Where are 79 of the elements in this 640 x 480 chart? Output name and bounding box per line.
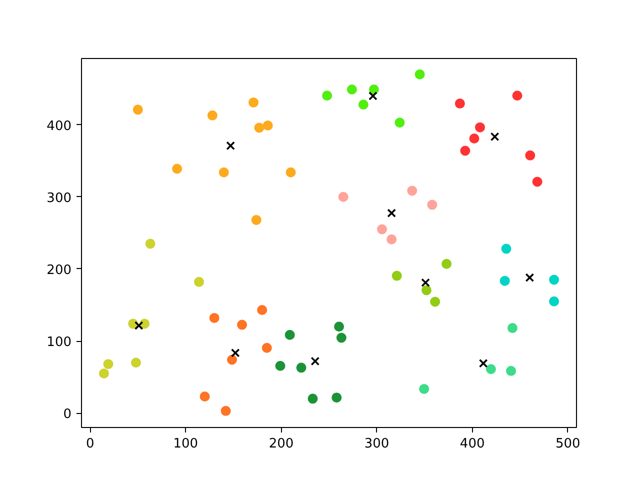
- point: [427, 200, 438, 210]
- point: [478, 358, 488, 368]
- y-tick-label: 400: [46, 118, 72, 134]
- y-tick-label: 200: [46, 262, 72, 278]
- point: [430, 296, 440, 307]
- point: [262, 120, 273, 131]
- point: [500, 276, 510, 286]
- point: [308, 394, 318, 404]
- point: [209, 312, 220, 323]
- point: [549, 296, 560, 306]
- y-tick-label: 100: [46, 335, 72, 350]
- point: [194, 276, 204, 287]
- point: [346, 84, 357, 94]
- point: [368, 84, 379, 94]
- point: [338, 192, 348, 202]
- point: [421, 285, 432, 296]
- point: [132, 104, 143, 115]
- point: [512, 90, 522, 101]
- point: [525, 273, 534, 282]
- point: [532, 176, 542, 187]
- point: [103, 359, 114, 370]
- point: [454, 98, 465, 109]
- point: [407, 186, 418, 196]
- point: [200, 392, 210, 402]
- point: [377, 224, 388, 234]
- point: [419, 384, 430, 394]
- point: [130, 358, 141, 368]
- x-tick-label: 300: [364, 436, 390, 452]
- point: [172, 164, 182, 174]
- point: [358, 100, 368, 110]
- point: [490, 132, 500, 142]
- x-tick-label: 0: [86, 436, 94, 452]
- point: [421, 278, 430, 288]
- point: [310, 356, 320, 366]
- point: [387, 208, 396, 218]
- point: [549, 274, 560, 285]
- point: [237, 320, 248, 330]
- point: [394, 118, 405, 128]
- point: [336, 332, 346, 343]
- point: [469, 134, 480, 144]
- point: [227, 354, 238, 365]
- point: [254, 122, 264, 133]
- y-tick-label: 0: [63, 407, 72, 422]
- point: [296, 362, 306, 373]
- point: [98, 368, 109, 378]
- point: [525, 150, 536, 160]
- point: [334, 322, 344, 332]
- point: [368, 92, 378, 100]
- point: [251, 214, 262, 225]
- point: [506, 366, 516, 376]
- point: [460, 146, 470, 156]
- point: [486, 364, 496, 374]
- point: [262, 342, 272, 353]
- point: [226, 141, 236, 150]
- point: [332, 392, 342, 403]
- point: [145, 238, 156, 249]
- point: [507, 323, 518, 334]
- point: [286, 167, 296, 178]
- point: [501, 244, 512, 254]
- point: [442, 258, 452, 269]
- point: [248, 97, 259, 108]
- point: [284, 330, 295, 340]
- x-tick-label: 100: [173, 436, 198, 452]
- point: [207, 110, 218, 120]
- y-tick-label: 300: [46, 190, 72, 206]
- x-tick-label: 400: [460, 436, 485, 452]
- point: [392, 270, 402, 281]
- point: [218, 167, 229, 178]
- x-tick-label: 500: [555, 436, 580, 452]
- point: [134, 321, 144, 330]
- point: [386, 234, 397, 244]
- point: [230, 348, 240, 358]
- point: [414, 69, 425, 80]
- point: [220, 406, 231, 416]
- point: [322, 90, 332, 101]
- point: [275, 360, 286, 371]
- point: [474, 122, 485, 132]
- point: [257, 305, 268, 316]
- x-tick-label: 200: [268, 436, 294, 452]
